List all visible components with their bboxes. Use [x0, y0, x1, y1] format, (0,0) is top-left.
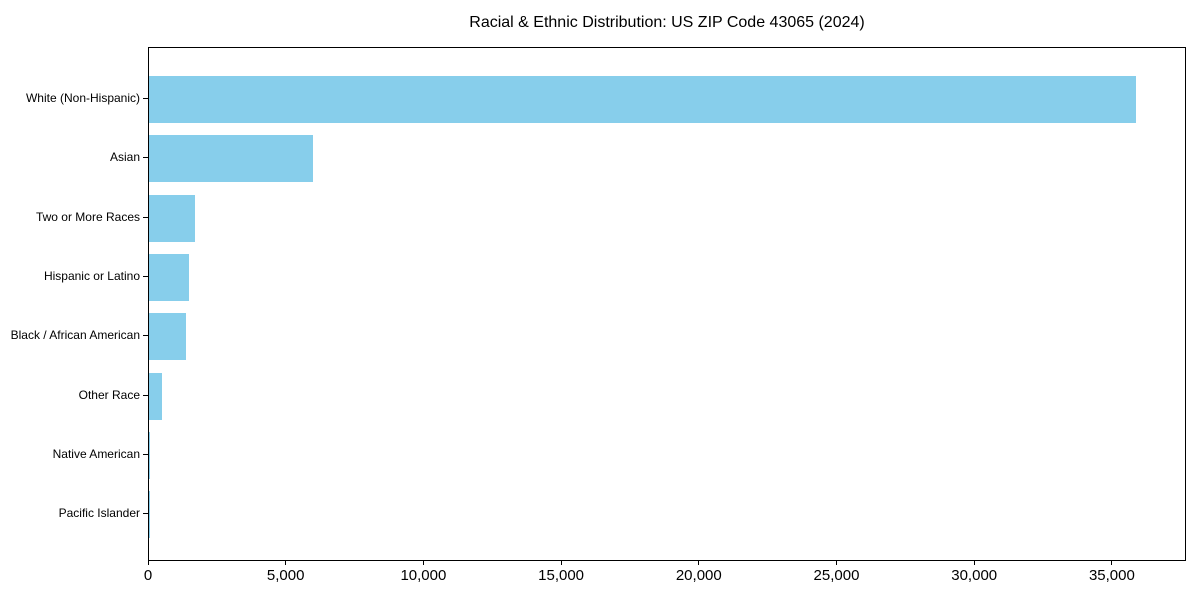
- y-tick-mark: [143, 157, 148, 159]
- y-tick-label-asian: Asian: [109, 150, 140, 165]
- x-tick-mark: [836, 561, 837, 565]
- y-tick-label-two-or-more-races: Two or More Races: [35, 209, 140, 224]
- bar-hispanic-or-latino: [149, 253, 189, 301]
- x-tick-label-15-000: 15,000: [538, 567, 585, 584]
- y-tick-label-native-american: Native American: [52, 446, 140, 461]
- bar-asian: [149, 135, 313, 183]
- x-tick-label-20-000: 20,000: [675, 567, 722, 584]
- x-tick-label-35-000: 35,000: [1088, 567, 1135, 584]
- x-tick-mark: [698, 561, 700, 565]
- bar-black-african-american: [149, 313, 186, 361]
- x-tick-mark: [147, 561, 149, 565]
- x-tick-label-25-000: 25,000: [813, 567, 860, 584]
- bar-two-or-more-races: [149, 194, 195, 242]
- bar-other-race: [149, 372, 162, 420]
- y-tick-label-other-race: Other Race: [78, 387, 140, 402]
- bar-native-american: [149, 431, 150, 479]
- y-tick-label-hispanic-or-latino: Hispanic or Latino: [43, 268, 140, 283]
- y-tick-mark: [143, 513, 148, 515]
- x-tick-label-10-000: 10,000: [400, 567, 447, 584]
- x-tick-mark: [1111, 561, 1113, 565]
- y-tick-mark: [143, 216, 148, 218]
- x-tick-label-0: 0: [143, 567, 153, 584]
- y-tick-mark: [143, 394, 148, 396]
- y-tick-mark: [143, 453, 148, 455]
- plot-area: [148, 47, 1186, 561]
- y-tick-mark: [143, 335, 148, 337]
- x-tick-label-5-000: 5,000: [266, 567, 305, 584]
- x-tick-label-30-000: 30,000: [951, 567, 998, 584]
- bar-white-non-hispanic: [149, 76, 1136, 123]
- x-tick-mark: [422, 561, 424, 565]
- x-tick-mark: [560, 561, 562, 565]
- y-tick-mark: [143, 98, 148, 99]
- y-tick-label-white-non-hispanic: White (Non-Hispanic): [25, 91, 140, 105]
- y-tick-label-pacific-islander: Pacific Islander: [58, 506, 140, 521]
- x-tick-mark: [285, 561, 287, 565]
- x-tick-mark: [973, 561, 975, 565]
- y-tick-mark: [143, 275, 148, 277]
- y-tick-label-black-african-american: Black / African American: [10, 328, 140, 343]
- chart-title: Racial & Ethnic Distribution: US ZIP Cod…: [469, 14, 865, 31]
